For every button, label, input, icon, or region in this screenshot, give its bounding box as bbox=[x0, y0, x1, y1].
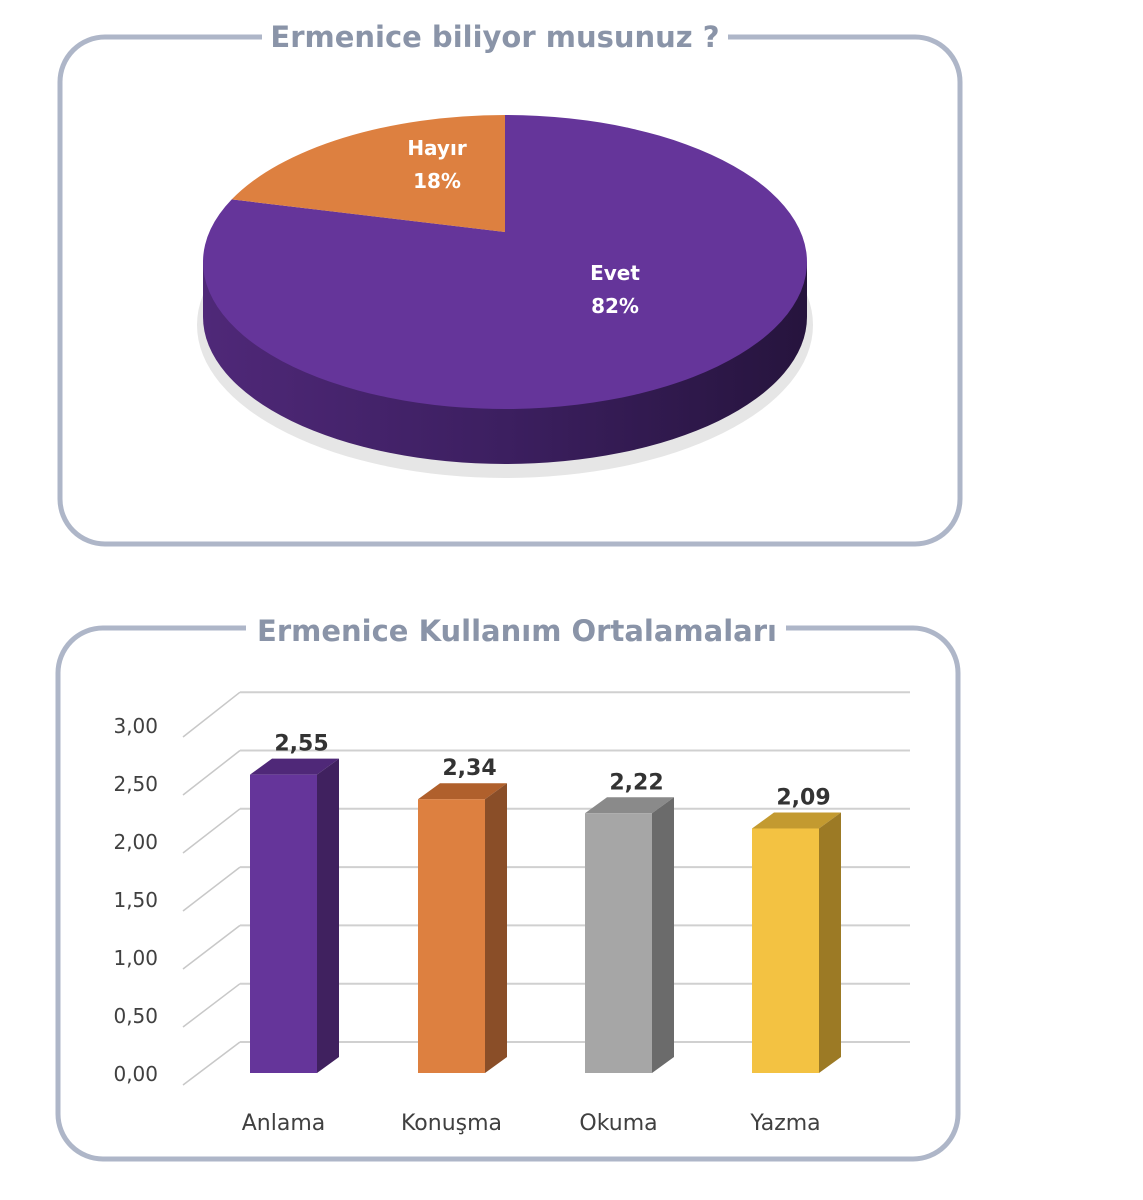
bar-title: Ermenice Kullanım Ortalamaları bbox=[257, 614, 777, 648]
x-category-label: Yazma bbox=[749, 1111, 820, 1136]
grid-diagonal bbox=[182, 866, 241, 912]
pie-chart: Evet 82% Hayır 18% bbox=[197, 115, 813, 478]
x-category-label: Anlama bbox=[242, 1111, 326, 1136]
grid-diagonal bbox=[182, 983, 241, 1028]
grid-diagonal bbox=[182, 691, 241, 738]
pie-label-name: Hayır bbox=[407, 136, 467, 160]
bar-chart: 0,00 0,50 1,00 1,50 2,00 2,50 3,00 2,55 Anlama 2,… bbox=[113, 691, 910, 1136]
y-tick-label: 2,00 bbox=[113, 830, 158, 854]
pie-label-name: Evet bbox=[590, 261, 640, 285]
pie-title-bg bbox=[262, 15, 728, 59]
bar-value-label: 2,34 bbox=[442, 756, 496, 781]
grid-diagonal bbox=[182, 924, 241, 970]
grid-diagonal bbox=[182, 1041, 241, 1086]
bar-side bbox=[485, 783, 507, 1073]
y-tick-label: 1,00 bbox=[113, 946, 158, 970]
bar-top bbox=[418, 783, 507, 800]
pie-label-value: 82% bbox=[591, 294, 639, 318]
y-tick-label: 0,50 bbox=[113, 1004, 158, 1028]
bar-side bbox=[819, 812, 841, 1073]
grid-diagonal bbox=[182, 749, 241, 796]
bar-top bbox=[752, 812, 841, 829]
bar-anlama bbox=[250, 774, 317, 1073]
bar-okuma bbox=[585, 813, 652, 1073]
grid-diagonal bbox=[182, 808, 241, 854]
pie-label-value: 18% bbox=[413, 169, 461, 193]
bar-title-bg bbox=[246, 608, 786, 652]
pie-slice-hayır bbox=[231, 115, 505, 232]
bar-konuşma bbox=[418, 799, 485, 1073]
y-tick-label: 2,50 bbox=[113, 772, 158, 796]
pie-slice-evet bbox=[203, 115, 808, 409]
bar-top bbox=[585, 797, 674, 814]
pie-title: Ermenice biliyor musunuz ? bbox=[270, 20, 719, 54]
x-category-label: Konuşma bbox=[401, 1111, 502, 1136]
y-tick-label: 0,00 bbox=[113, 1062, 158, 1086]
x-category-label: Okuma bbox=[579, 1111, 657, 1136]
bar-side bbox=[317, 758, 339, 1073]
bar-yazma bbox=[752, 828, 819, 1073]
bar-side bbox=[652, 797, 674, 1073]
y-tick-label: 3,00 bbox=[113, 714, 158, 738]
bar-value-label: 2,55 bbox=[274, 732, 328, 757]
bar-value-label: 2,22 bbox=[609, 770, 663, 795]
bar-value-label: 2,09 bbox=[776, 785, 830, 810]
bar-top bbox=[250, 758, 339, 775]
y-tick-label: 1,50 bbox=[113, 888, 158, 912]
